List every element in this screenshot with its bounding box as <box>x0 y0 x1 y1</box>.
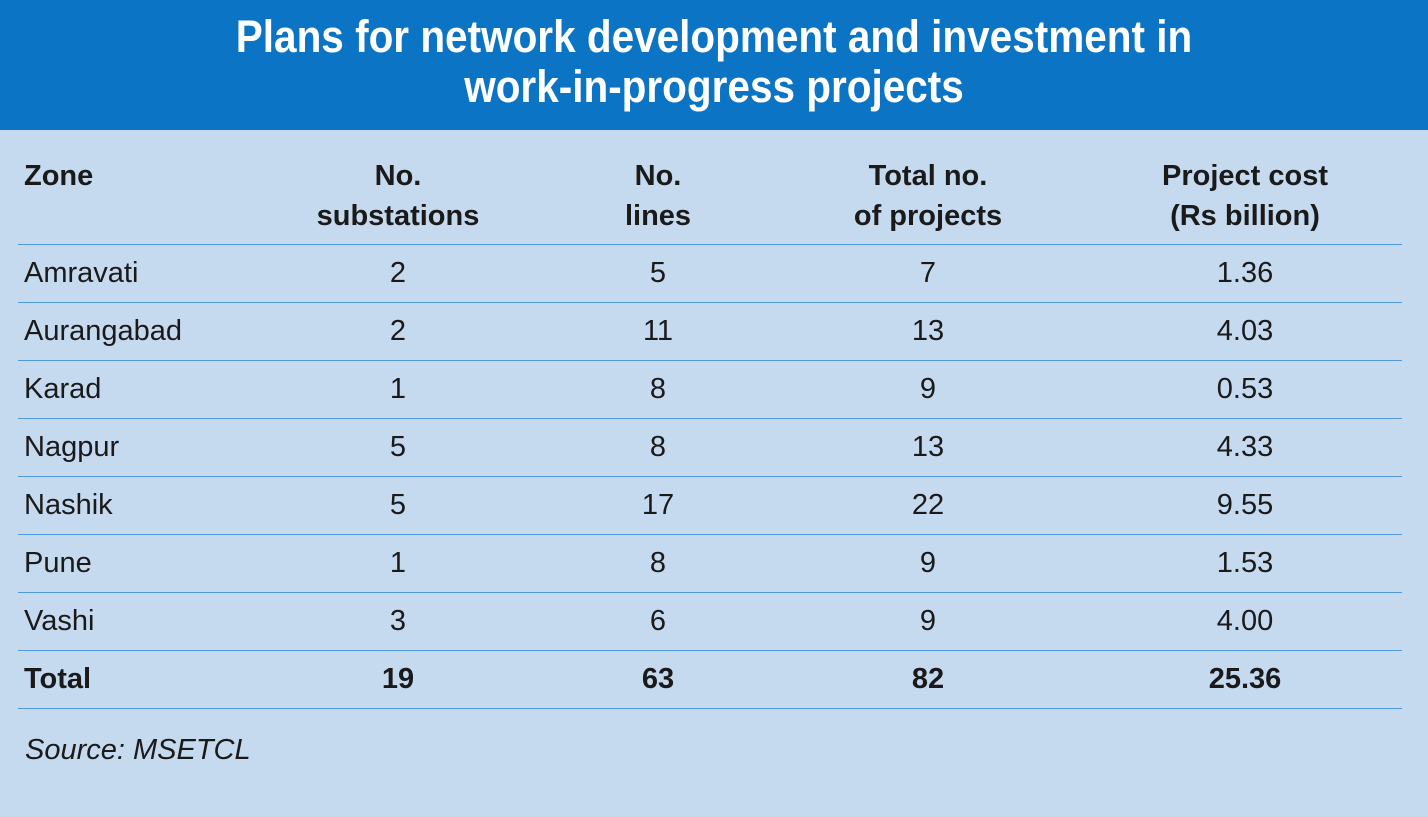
cell-lines: 11 <box>548 302 768 361</box>
column-header-line: (Rs billion) <box>1170 200 1320 232</box>
cell-project-cost: 0.53 <box>1088 360 1402 419</box>
cell-project-cost: 1.53 <box>1088 534 1402 593</box>
column-header-line: substations <box>316 200 480 232</box>
table-row: Nagpur 5 8 13 4.33 <box>18 418 1402 477</box>
cell-substations: 2 <box>248 244 548 303</box>
column-header-line: Total no. <box>868 160 988 192</box>
cell-lines: 6 <box>548 592 768 651</box>
column-header-line: Project cost <box>1162 160 1328 192</box>
total-row: Total 19 63 82 25.36 <box>18 650 1402 709</box>
cell-substations: 1 <box>248 360 548 419</box>
cell-substations: 3 <box>248 592 548 651</box>
table-row: Karad 1 8 9 0.53 <box>18 360 1402 419</box>
cell-lines: 17 <box>548 476 768 535</box>
header-row: Zone No. substations No. lines Total no.… <box>18 152 1402 245</box>
table-row: Pune 1 8 9 1.53 <box>18 534 1402 593</box>
table-title: Plans for network development and invest… <box>174 12 1254 112</box>
table-row: Nashik 5 17 22 9.55 <box>18 476 1402 535</box>
column-header-line: No. <box>374 160 422 192</box>
table-row: Vashi 3 6 9 4.00 <box>18 592 1402 651</box>
cell-zone: Amravati <box>18 244 248 303</box>
table-row: Aurangabad 2 11 13 4.03 <box>18 302 1402 361</box>
column-header-project-cost: Project cost (Rs billion) <box>1088 152 1402 245</box>
column-header-zone: Zone <box>18 152 248 245</box>
cell-total-projects: 9 <box>768 534 1088 593</box>
column-header-line: lines <box>624 200 692 232</box>
cell-zone: Nashik <box>18 476 248 535</box>
cell-substations: 5 <box>248 418 548 477</box>
cell-total-projects: 82 <box>768 650 1088 709</box>
column-header-line: Zone <box>24 160 94 192</box>
cell-substations: 5 <box>248 476 548 535</box>
cell-zone: Total <box>18 650 248 709</box>
cell-zone: Nagpur <box>18 418 248 477</box>
cell-zone: Aurangabad <box>18 302 248 361</box>
cell-total-projects: 13 <box>768 418 1088 477</box>
cell-lines: 5 <box>548 244 768 303</box>
cell-lines: 8 <box>548 360 768 419</box>
title-line-2: work-in-progress projects <box>464 61 964 112</box>
cell-total-projects: 22 <box>768 476 1088 535</box>
cell-zone: Pune <box>18 534 248 593</box>
title-banner: Plans for network development and invest… <box>0 0 1428 130</box>
table-body: Amravati 2 5 7 1.36 Aurangabad 2 11 13 4.03 Karad 1… <box>18 244 1402 709</box>
cell-project-cost: 1.36 <box>1088 244 1402 303</box>
data-table: Zone No. substations No. lines Total no.… <box>18 152 1402 709</box>
column-header-line: No. <box>634 160 682 192</box>
cell-lines: 8 <box>548 534 768 593</box>
column-header-line: of projects <box>853 200 1003 232</box>
cell-lines: 8 <box>548 418 768 477</box>
cell-substations: 2 <box>248 302 548 361</box>
column-header-total-projects: Total no. of projects <box>768 152 1088 245</box>
cell-lines: 63 <box>548 650 768 709</box>
cell-substations: 1 <box>248 534 548 593</box>
column-header-substations: No. substations <box>248 152 548 245</box>
source-note: Source: MSETCL <box>25 734 251 766</box>
cell-project-cost: 4.33 <box>1088 418 1402 477</box>
cell-total-projects: 9 <box>768 592 1088 651</box>
cell-project-cost: 4.00 <box>1088 592 1402 651</box>
cell-project-cost: 4.03 <box>1088 302 1402 361</box>
table-row: Amravati 2 5 7 1.36 <box>18 244 1402 303</box>
cell-project-cost: 9.55 <box>1088 476 1402 535</box>
column-header-lines: No. lines <box>548 152 768 245</box>
cell-total-projects: 13 <box>768 302 1088 361</box>
cell-substations: 19 <box>248 650 548 709</box>
cell-total-projects: 7 <box>768 244 1088 303</box>
cell-zone: Karad <box>18 360 248 419</box>
cell-total-projects: 9 <box>768 360 1088 419</box>
cell-zone: Vashi <box>18 592 248 651</box>
cell-project-cost: 25.36 <box>1088 650 1402 709</box>
title-line-1: Plans for network development and invest… <box>235 11 1193 62</box>
